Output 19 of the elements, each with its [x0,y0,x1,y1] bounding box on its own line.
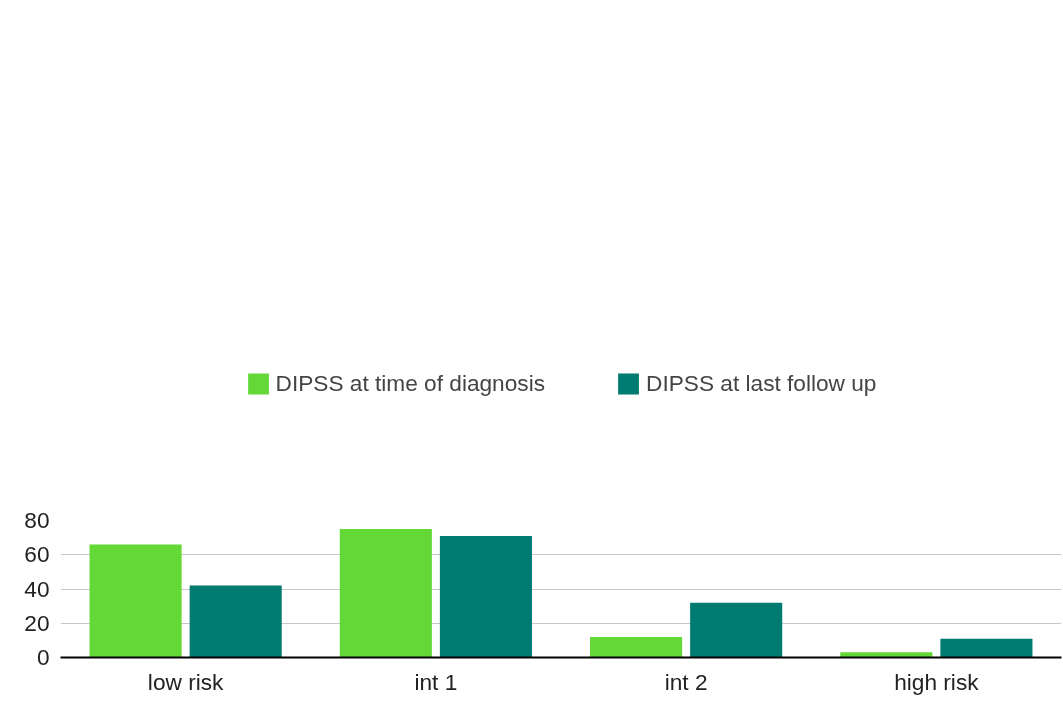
bar [690,602,783,658]
bar [439,535,532,658]
bar [189,585,282,658]
bar [339,529,432,658]
y-tick-label: 0 [36,644,50,670]
y-tick-label: 20 [24,609,50,636]
legend-label: DIPSS at last follow up [646,369,877,397]
y-tick-label: 40 [24,575,50,602]
x-tick-label: int 2 [664,668,708,695]
bar [840,652,933,658]
bar [940,638,1033,658]
y-tick-label: 80 [24,507,50,533]
legend-label: DIPSS at time of diagnosis [275,369,546,397]
y-tick-label: 60 [24,541,50,568]
x-tick-label: int 1 [414,668,458,695]
bar [590,636,683,658]
x-tick-label: high risk [894,668,980,695]
bar [89,544,182,658]
x-tick-label: low risk [147,668,225,695]
